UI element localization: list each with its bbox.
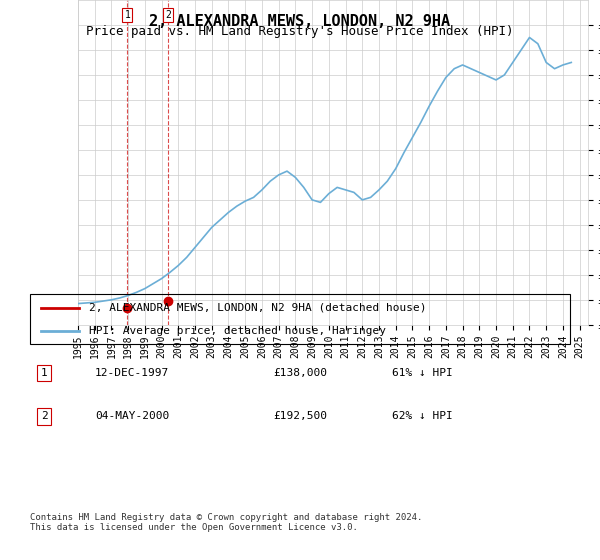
Text: 2, ALEXANDRA MEWS, LONDON, N2 9HA (detached house): 2, ALEXANDRA MEWS, LONDON, N2 9HA (detac…: [89, 302, 427, 312]
Text: 61% ↓ HPI: 61% ↓ HPI: [392, 368, 452, 378]
Text: Contains HM Land Registry data © Crown copyright and database right 2024.
This d: Contains HM Land Registry data © Crown c…: [30, 512, 422, 532]
Text: 1: 1: [41, 368, 47, 378]
Text: 1: 1: [124, 10, 130, 20]
Text: 2: 2: [165, 10, 171, 20]
Text: 12-DEC-1997: 12-DEC-1997: [95, 368, 169, 378]
Text: Price paid vs. HM Land Registry's House Price Index (HPI): Price paid vs. HM Land Registry's House …: [86, 25, 514, 38]
Text: £138,000: £138,000: [273, 368, 327, 378]
Text: HPI: Average price, detached house, Haringey: HPI: Average price, detached house, Hari…: [89, 326, 386, 336]
Text: £192,500: £192,500: [273, 412, 327, 421]
Text: 2: 2: [41, 412, 47, 421]
Text: 62% ↓ HPI: 62% ↓ HPI: [392, 412, 452, 421]
Text: 04-MAY-2000: 04-MAY-2000: [95, 412, 169, 421]
Text: 2, ALEXANDRA MEWS, LONDON, N2 9HA: 2, ALEXANDRA MEWS, LONDON, N2 9HA: [149, 14, 451, 29]
